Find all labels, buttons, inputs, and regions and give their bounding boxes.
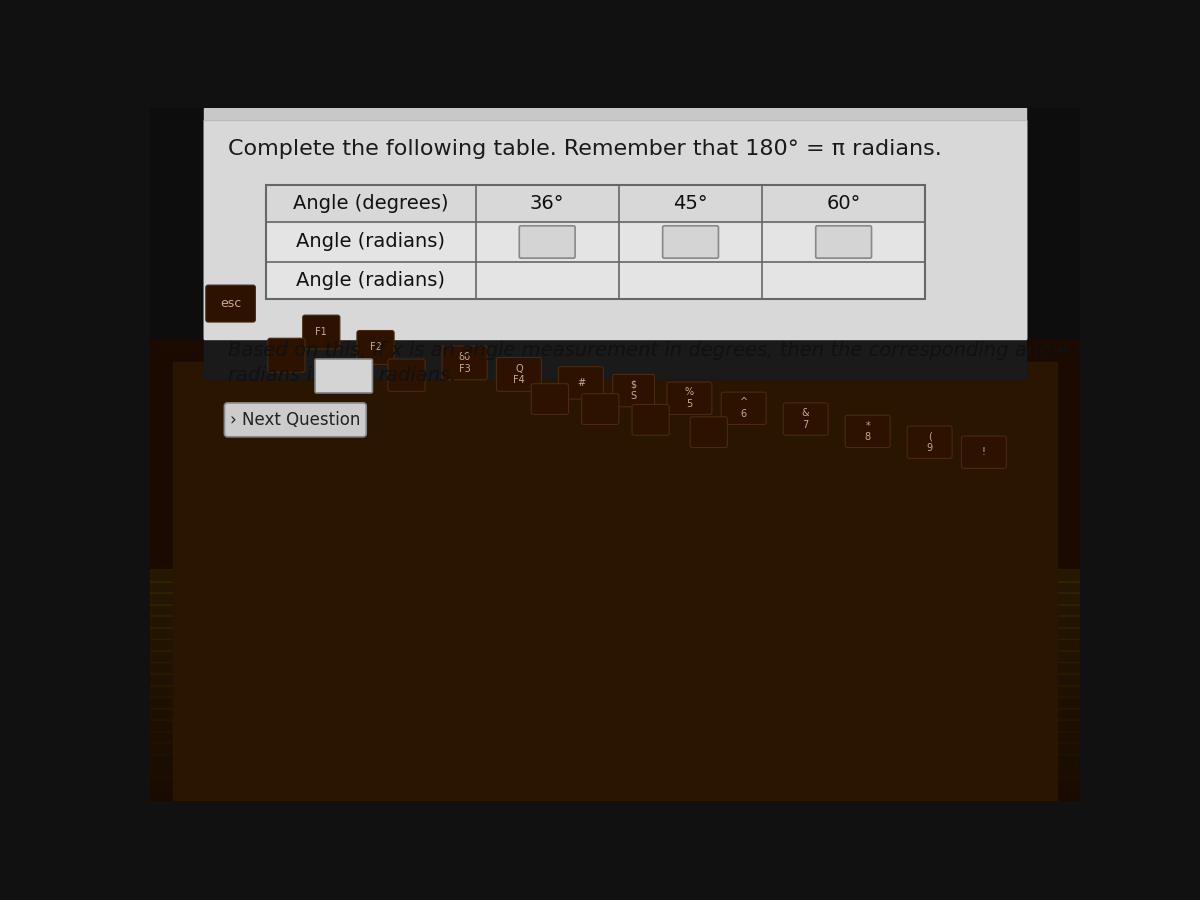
Text: 36°: 36° <box>530 194 564 213</box>
FancyBboxPatch shape <box>845 415 890 447</box>
FancyBboxPatch shape <box>582 393 619 425</box>
FancyBboxPatch shape <box>784 403 828 436</box>
Text: %
5: % 5 <box>685 388 694 410</box>
Bar <box>150 616 1080 628</box>
Text: Based on this, if x is an angle measurement in degrees, then the corresponding a: Based on this, if x is an angle measurem… <box>228 341 1184 360</box>
Bar <box>150 788 1080 801</box>
Bar <box>150 627 1080 639</box>
FancyBboxPatch shape <box>961 436 1007 468</box>
Bar <box>150 697 1080 708</box>
Bar <box>204 120 1026 339</box>
Text: &
7: & 7 <box>802 409 810 430</box>
Text: 45°: 45° <box>673 194 708 213</box>
Bar <box>266 185 925 222</box>
FancyBboxPatch shape <box>690 417 727 447</box>
Text: $
S: $ S <box>630 380 637 401</box>
Bar <box>150 569 1080 581</box>
Text: Q
F4: Q F4 <box>514 364 524 385</box>
FancyBboxPatch shape <box>388 359 425 392</box>
Text: Complete the following table. Remember that 180° = π radians.: Complete the following table. Remember t… <box>228 139 941 158</box>
Text: #: # <box>577 378 584 388</box>
FancyBboxPatch shape <box>632 404 670 436</box>
Text: 80
F3: 80 F3 <box>458 352 470 374</box>
FancyBboxPatch shape <box>316 359 372 393</box>
Bar <box>204 120 1026 339</box>
FancyBboxPatch shape <box>224 403 366 436</box>
Bar <box>150 592 1080 605</box>
FancyBboxPatch shape <box>532 383 569 415</box>
Text: *
8: * 8 <box>864 420 871 442</box>
Bar <box>1026 108 1080 801</box>
Bar <box>150 766 1080 778</box>
Bar <box>150 673 1080 686</box>
Bar <box>150 707 1080 720</box>
FancyBboxPatch shape <box>520 226 575 258</box>
Text: Angle (radians): Angle (radians) <box>296 232 445 251</box>
Text: radians.: radians. <box>379 366 457 385</box>
Bar <box>150 580 1080 593</box>
FancyBboxPatch shape <box>268 338 305 372</box>
Bar <box>173 362 1057 801</box>
FancyBboxPatch shape <box>816 226 871 258</box>
FancyBboxPatch shape <box>497 357 541 392</box>
FancyBboxPatch shape <box>907 426 952 458</box>
Bar <box>266 185 925 299</box>
FancyBboxPatch shape <box>206 285 256 322</box>
FancyBboxPatch shape <box>558 366 604 399</box>
Bar <box>150 339 1080 801</box>
Bar <box>150 685 1080 697</box>
Text: F1: F1 <box>316 327 328 338</box>
FancyBboxPatch shape <box>302 315 340 349</box>
Bar <box>150 777 1080 789</box>
FancyBboxPatch shape <box>356 330 394 365</box>
Text: esc: esc <box>220 297 241 310</box>
Bar <box>204 339 1026 377</box>
Bar <box>150 108 204 801</box>
Bar <box>150 742 1080 755</box>
Bar <box>150 731 1080 743</box>
Bar <box>150 719 1080 732</box>
Text: ^
6: ^ 6 <box>739 398 748 419</box>
FancyBboxPatch shape <box>613 374 654 407</box>
Bar <box>204 108 1026 339</box>
Bar <box>150 638 1080 651</box>
Text: (
9: ( 9 <box>926 431 932 453</box>
Text: radians is: radians is <box>228 366 322 385</box>
FancyBboxPatch shape <box>442 346 487 380</box>
Bar <box>150 662 1080 674</box>
Bar <box>266 185 925 299</box>
Text: F2: F2 <box>370 343 382 353</box>
Text: 60°: 60° <box>827 194 860 213</box>
Text: › Next Question: › Next Question <box>230 410 360 428</box>
FancyBboxPatch shape <box>721 392 766 425</box>
Text: Angle (degrees): Angle (degrees) <box>293 194 449 213</box>
Bar <box>150 604 1080 617</box>
FancyBboxPatch shape <box>662 226 719 258</box>
Bar <box>150 650 1080 662</box>
Bar <box>150 754 1080 767</box>
Text: !: ! <box>982 447 986 457</box>
Text: Angle (radians): Angle (radians) <box>296 271 445 290</box>
FancyBboxPatch shape <box>667 382 712 415</box>
